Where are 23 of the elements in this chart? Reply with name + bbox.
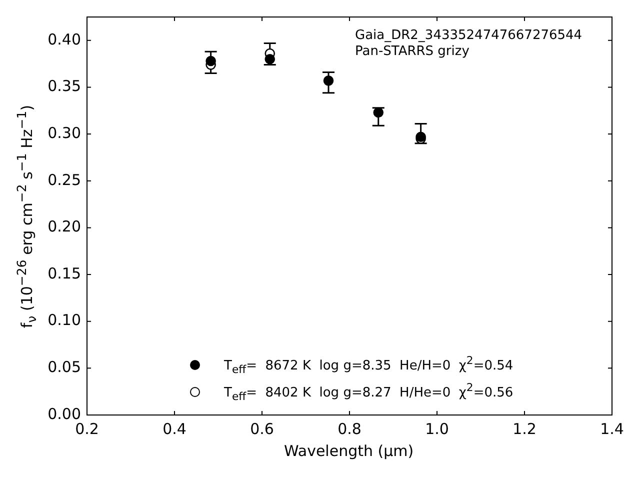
point	[206, 56, 216, 66]
x-tick-label: 1.2	[512, 420, 536, 438]
legend-label: T$_{eff}$= 8672 K log g=8.35 He/H=0 χ$^{2}$=0.54	[224, 354, 514, 376]
point	[323, 76, 334, 86]
point	[264, 54, 276, 64]
y-tick-label: 0.05	[48, 358, 81, 376]
legend-label: T$_{eff}$= 8402 K log g=8.27 H/He=0 χ$^{2}$=0.56	[224, 380, 514, 402]
y-tick-label: 0.25	[48, 170, 81, 189]
annotation: Pan-STARRS grizy	[355, 44, 470, 59]
y-tick-label: 0.10	[48, 311, 81, 330]
annotation: Gaia_DR2_3433524747667276544	[355, 28, 582, 43]
y-tick-label: 0.35	[48, 77, 81, 96]
x-tick-label: 0.6	[250, 420, 274, 438]
y-tick-label: 0.15	[48, 264, 81, 282]
y-tick-label: 0.30	[48, 124, 81, 142]
y-tick-label: 0.40	[48, 30, 81, 48]
x-tick-label: 0.4	[162, 420, 186, 438]
point	[373, 107, 384, 118]
x-tick-label: 1.4	[600, 420, 624, 438]
y-tick-label: 0.20	[48, 218, 81, 236]
x-tick-label: 0.8	[338, 420, 362, 438]
x-axis-title: Wavelength (μm)	[284, 442, 414, 460]
x-tick-label: 1.0	[425, 420, 449, 438]
